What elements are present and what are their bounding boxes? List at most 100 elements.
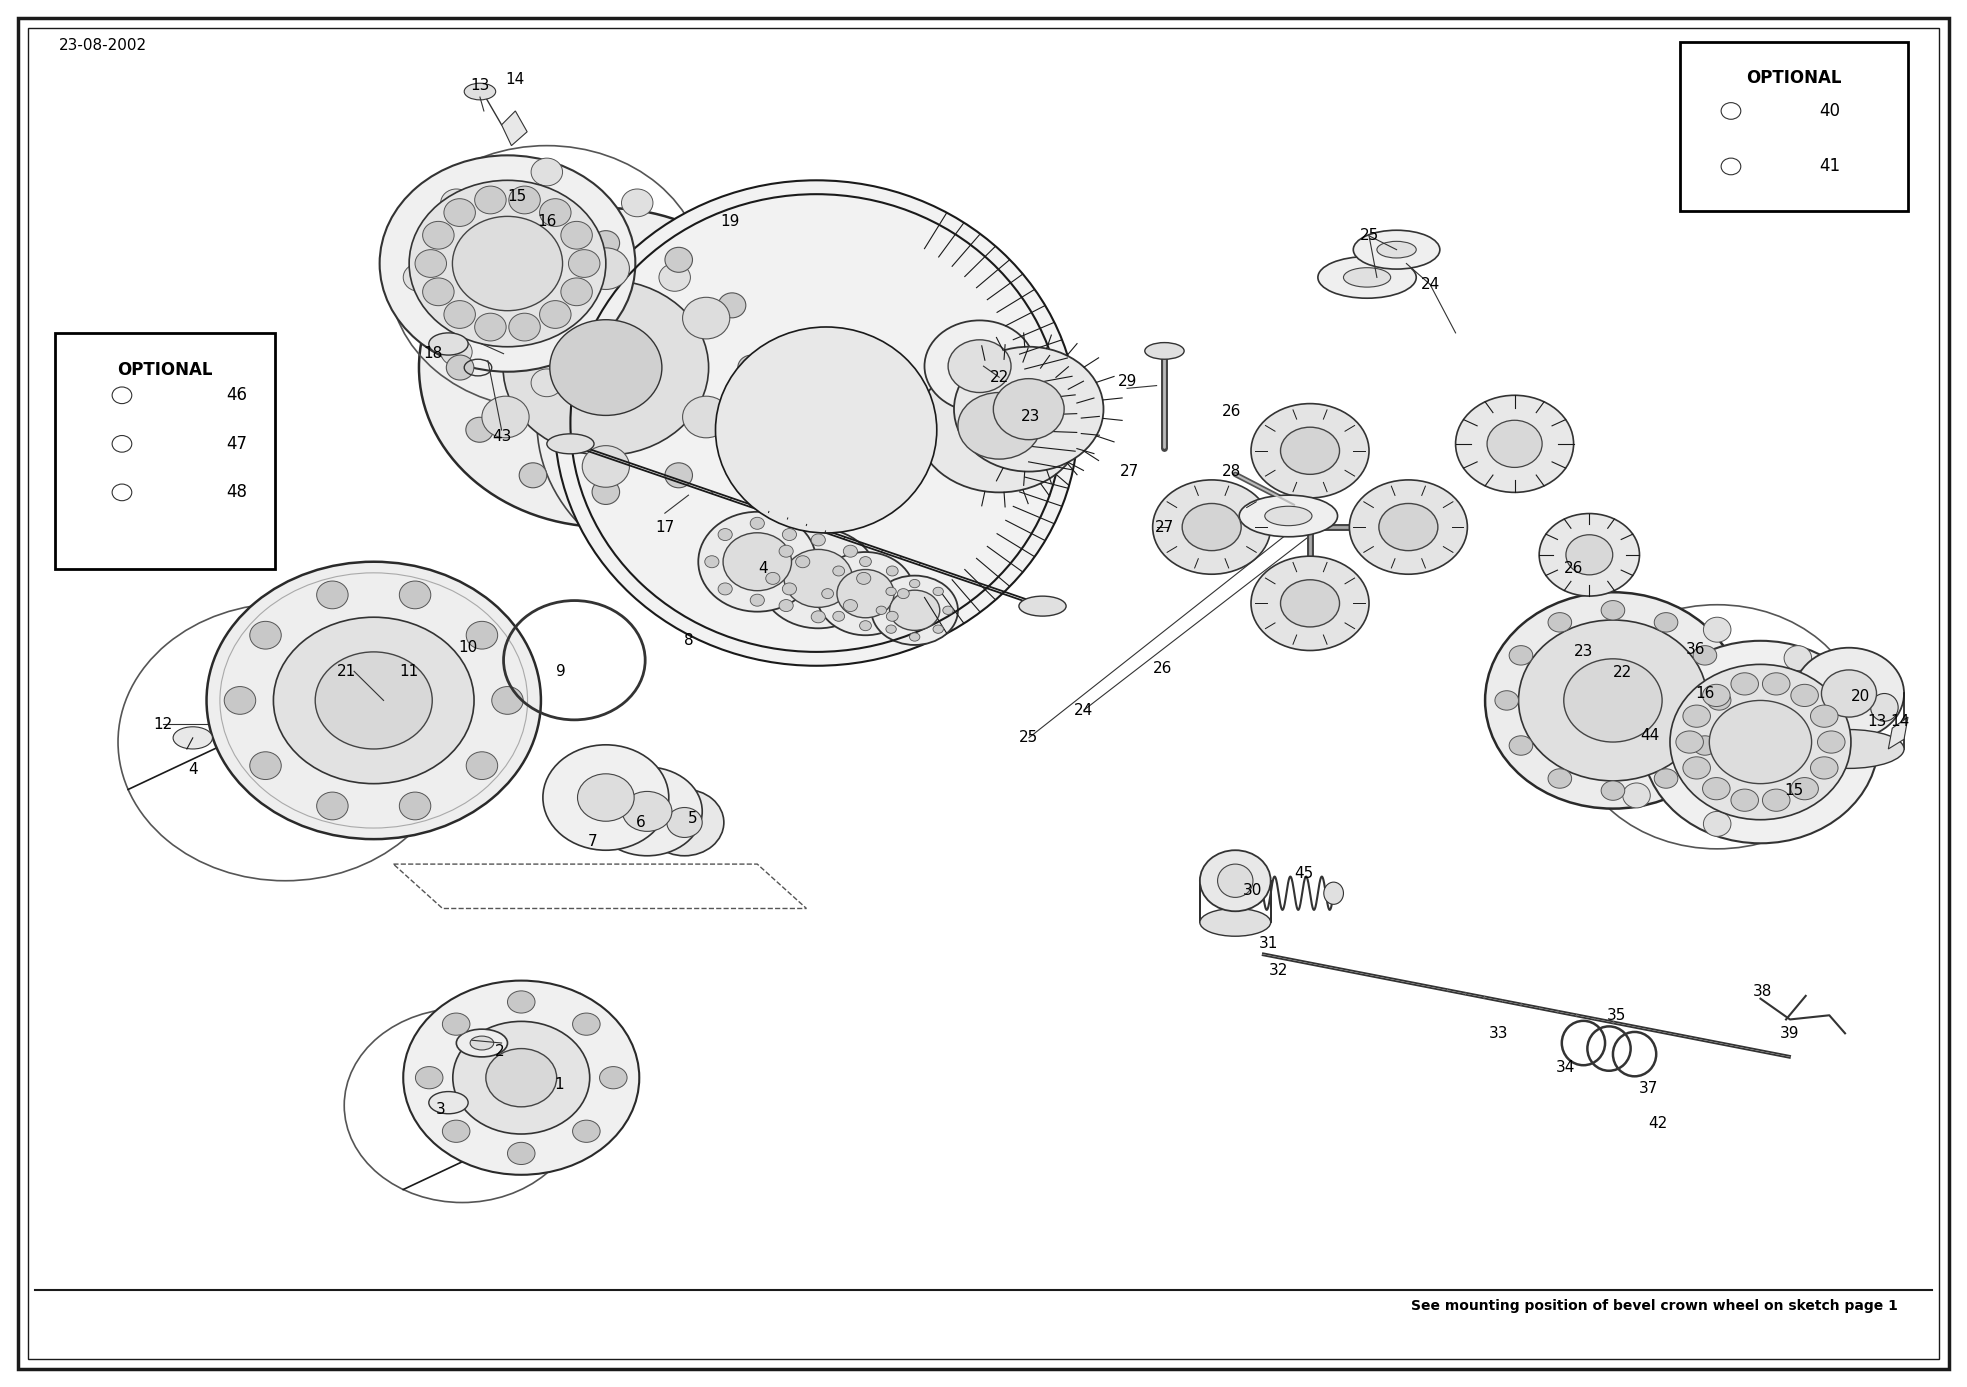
Ellipse shape — [1762, 673, 1790, 695]
Ellipse shape — [783, 528, 797, 541]
Ellipse shape — [1509, 735, 1532, 755]
Ellipse shape — [1623, 782, 1650, 807]
Ellipse shape — [683, 397, 730, 438]
Ellipse shape — [917, 359, 1082, 492]
Text: 22: 22 — [1613, 666, 1633, 680]
Ellipse shape — [1200, 850, 1271, 911]
Text: 3: 3 — [437, 1103, 445, 1117]
Ellipse shape — [568, 250, 600, 277]
Text: 8: 8 — [685, 634, 692, 648]
Ellipse shape — [250, 621, 281, 649]
Ellipse shape — [1251, 404, 1369, 498]
Ellipse shape — [1731, 789, 1758, 811]
Ellipse shape — [932, 587, 944, 595]
Text: 25: 25 — [1019, 731, 1039, 745]
Ellipse shape — [1318, 257, 1416, 298]
Ellipse shape — [838, 570, 895, 617]
Polygon shape — [1888, 717, 1908, 749]
Ellipse shape — [759, 528, 877, 628]
Text: 7: 7 — [588, 835, 596, 849]
Ellipse shape — [1281, 427, 1340, 474]
Ellipse shape — [409, 180, 606, 347]
Text: 6: 6 — [637, 816, 645, 829]
Ellipse shape — [1019, 596, 1066, 616]
Ellipse shape — [1548, 613, 1572, 632]
Ellipse shape — [539, 301, 570, 329]
Ellipse shape — [1694, 735, 1717, 755]
Ellipse shape — [1379, 503, 1438, 551]
Ellipse shape — [885, 626, 897, 634]
Text: 45: 45 — [1294, 867, 1314, 881]
Ellipse shape — [1265, 506, 1312, 526]
Bar — [1680, 42, 1908, 211]
Ellipse shape — [1182, 503, 1241, 551]
Ellipse shape — [885, 587, 897, 595]
Ellipse shape — [1810, 705, 1837, 727]
Ellipse shape — [779, 545, 793, 558]
Ellipse shape — [399, 792, 431, 820]
Ellipse shape — [507, 1143, 535, 1165]
Ellipse shape — [482, 297, 529, 338]
Ellipse shape — [1821, 670, 1877, 717]
Text: 30: 30 — [1243, 884, 1263, 897]
Ellipse shape — [1676, 731, 1703, 753]
Ellipse shape — [539, 198, 570, 226]
Ellipse shape — [718, 293, 745, 318]
Ellipse shape — [1703, 617, 1731, 642]
Ellipse shape — [504, 280, 708, 455]
Text: 23: 23 — [1574, 645, 1593, 659]
Ellipse shape — [1589, 714, 1617, 739]
Ellipse shape — [482, 397, 529, 438]
Ellipse shape — [1670, 664, 1851, 820]
Ellipse shape — [860, 620, 871, 631]
Ellipse shape — [423, 277, 454, 305]
Ellipse shape — [860, 556, 871, 567]
Text: 10: 10 — [458, 641, 478, 655]
Ellipse shape — [1456, 395, 1574, 492]
Ellipse shape — [466, 293, 494, 318]
Ellipse shape — [273, 617, 474, 784]
Ellipse shape — [718, 417, 745, 442]
Ellipse shape — [871, 576, 958, 645]
Text: 26: 26 — [1564, 562, 1583, 576]
Ellipse shape — [718, 528, 732, 541]
Ellipse shape — [1790, 684, 1818, 706]
Ellipse shape — [844, 545, 858, 558]
Ellipse shape — [1684, 757, 1711, 779]
Ellipse shape — [1623, 646, 1650, 671]
Ellipse shape — [909, 580, 921, 588]
Text: 34: 34 — [1556, 1061, 1576, 1075]
Ellipse shape — [423, 222, 454, 250]
Ellipse shape — [474, 186, 506, 214]
Ellipse shape — [844, 599, 858, 612]
Ellipse shape — [1684, 705, 1711, 727]
Ellipse shape — [561, 222, 592, 250]
Ellipse shape — [466, 621, 498, 649]
Ellipse shape — [1601, 781, 1625, 800]
Ellipse shape — [1810, 757, 1837, 779]
Text: 31: 31 — [1259, 936, 1279, 950]
Ellipse shape — [924, 320, 1035, 412]
Ellipse shape — [1818, 731, 1845, 753]
Ellipse shape — [403, 981, 639, 1175]
Ellipse shape — [1245, 882, 1265, 904]
Text: 27: 27 — [1119, 465, 1139, 479]
Ellipse shape — [207, 562, 541, 839]
Ellipse shape — [1540, 513, 1640, 596]
Bar — [55, 333, 275, 569]
Ellipse shape — [749, 517, 765, 530]
Text: 5: 5 — [688, 811, 696, 825]
Ellipse shape — [1654, 768, 1678, 788]
Ellipse shape — [887, 566, 899, 576]
Ellipse shape — [889, 591, 940, 630]
Ellipse shape — [1654, 613, 1678, 632]
Ellipse shape — [551, 319, 661, 416]
Ellipse shape — [543, 745, 669, 850]
Ellipse shape — [1239, 495, 1338, 537]
Text: 27: 27 — [1155, 520, 1174, 534]
Text: 14: 14 — [1890, 714, 1910, 728]
Ellipse shape — [1707, 691, 1731, 710]
Ellipse shape — [317, 792, 348, 820]
Ellipse shape — [718, 583, 732, 595]
Ellipse shape — [897, 588, 909, 599]
